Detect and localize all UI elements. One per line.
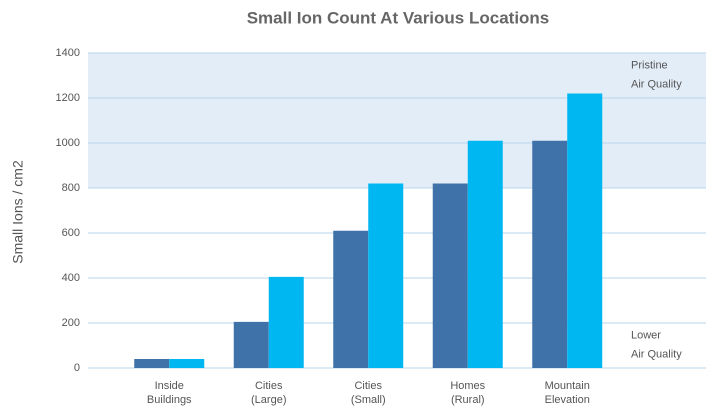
- y-tick-label: 1000: [56, 137, 80, 149]
- x-tick-label: (Large): [251, 394, 286, 406]
- y-tick-label: 200: [62, 317, 80, 329]
- chart-title: Small Ion Count At Various Locations: [247, 8, 550, 27]
- bar: [233, 321, 269, 368]
- y-tick-label: 800: [62, 182, 80, 194]
- bar: [368, 183, 404, 368]
- x-tick-label: (Rural): [451, 394, 485, 406]
- x-tick-label: Inside: [155, 380, 184, 392]
- bar: [134, 359, 170, 368]
- y-tick-label: 1200: [56, 92, 80, 104]
- bar: [169, 359, 205, 368]
- x-tick-label: Cities: [354, 380, 382, 392]
- annotation: Air Quality: [631, 348, 682, 360]
- annotation: Air Quality: [631, 78, 682, 90]
- bar: [467, 140, 503, 368]
- bar: [333, 230, 369, 368]
- y-tick-label: 0: [74, 362, 80, 374]
- y-tick-label: 1400: [56, 47, 80, 59]
- x-tick-label: Cities: [255, 380, 283, 392]
- bar: [567, 93, 603, 368]
- annotation: Pristine: [631, 59, 668, 71]
- x-tick-label: Mountain: [545, 380, 590, 392]
- shaded-range: [88, 53, 706, 188]
- y-tick-label: 600: [62, 227, 80, 239]
- y-tick-label: 400: [62, 272, 80, 284]
- bar: [432, 183, 468, 368]
- y-axis-label: Small Ions / cm2: [10, 160, 26, 264]
- x-tick-label: Elevation: [545, 394, 590, 406]
- bar: [268, 276, 304, 368]
- bar: [532, 140, 568, 368]
- x-tick-label: Homes: [450, 380, 485, 392]
- x-tick-label: (Small): [351, 394, 386, 406]
- annotation: Lower: [631, 329, 661, 341]
- x-tick-label: Buildings: [147, 394, 192, 406]
